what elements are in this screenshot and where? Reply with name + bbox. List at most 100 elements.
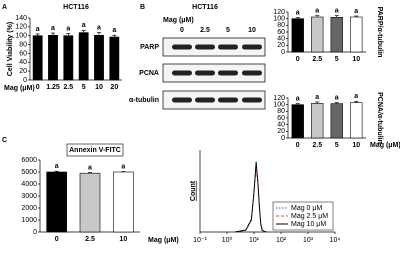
bar — [78, 32, 89, 81]
y-tick-label: 0 — [281, 49, 285, 56]
x-tick-label: 10² — [276, 237, 287, 244]
annotation: a — [55, 163, 59, 170]
histogram-line — [235, 164, 267, 233]
bar — [330, 17, 343, 53]
y-tick-label: 20 — [277, 128, 285, 135]
annotation: a — [88, 164, 92, 171]
bar — [63, 35, 74, 81]
bar — [291, 18, 304, 53]
x-tick-label: 2.5 — [312, 56, 322, 63]
bar — [311, 16, 324, 53]
y-axis-label: PARP/α-tubulin — [376, 7, 383, 58]
annotation: a — [112, 27, 116, 34]
x-tick-label: 0 — [55, 236, 59, 243]
lane-label: 2.5 — [200, 27, 210, 34]
annotation: a — [354, 8, 358, 15]
band — [242, 97, 262, 103]
y-tick-label: 120 — [273, 95, 285, 102]
bar — [350, 16, 363, 53]
y-tick-label: 120 — [15, 24, 27, 31]
y-tick-label: 0 — [281, 135, 285, 142]
title-box — [66, 143, 124, 157]
legend-label: Mag 10 μM — [291, 221, 326, 228]
y-tick-label: 80 — [19, 41, 27, 48]
x-tick-label: 1.25 — [46, 84, 60, 91]
band — [172, 97, 192, 103]
bar — [113, 171, 134, 233]
x-tick-label: 10 — [119, 236, 127, 243]
x-tick-label: 10 — [352, 56, 360, 63]
x-tick-label: 5 — [335, 56, 339, 63]
panel-letter: C — [2, 137, 7, 144]
chart-title: Annexin V-FITC — [69, 147, 121, 154]
x-tick-label: 5 — [335, 142, 339, 149]
x-axis-label: Mag (μM) — [163, 17, 194, 24]
band — [218, 97, 238, 103]
x-tick-label: 10³ — [303, 237, 314, 244]
x-tick-label: 10⁻¹ — [193, 237, 207, 244]
y-tick-label: 20 — [277, 42, 285, 49]
y-tick-label: 3000 — [21, 193, 37, 200]
y-tick-label: 60 — [19, 50, 27, 57]
band — [172, 44, 192, 50]
y-tick-label: 2000 — [21, 205, 37, 212]
y-tick-label: 40 — [277, 36, 285, 43]
x-axis-label: Mag (μM) — [370, 142, 400, 149]
annotation: a — [82, 22, 86, 29]
annotation: a — [121, 163, 125, 170]
annotation: a — [335, 95, 339, 102]
band — [242, 44, 262, 50]
band — [242, 70, 262, 76]
bar — [32, 35, 43, 81]
annotation: a — [296, 96, 300, 103]
x-tick-label: 10⁴ — [330, 237, 341, 244]
panel-letter: A — [2, 4, 7, 11]
lane-label: 5 — [226, 27, 230, 34]
band — [195, 97, 215, 103]
bar — [291, 104, 304, 139]
chart-title: HCT116 — [192, 4, 218, 11]
bar — [330, 103, 343, 139]
lane-label: 10 — [248, 27, 256, 34]
row-label: PARP — [140, 44, 159, 51]
y-tick-label: 5000 — [21, 169, 37, 176]
x-tick-label: 5 — [82, 84, 86, 91]
band — [195, 70, 215, 76]
y-tick-label: 100 — [273, 16, 285, 23]
x-axis-label: Mag (μM) — [4, 85, 35, 92]
band — [218, 44, 238, 50]
y-tick-label: 6000 — [21, 157, 37, 164]
row-label: α-tubulin — [129, 97, 159, 104]
bar — [48, 34, 58, 81]
y-axis-label: Count — [190, 180, 197, 201]
annotation: a — [315, 8, 319, 15]
y-tick-label: 40 — [277, 122, 285, 129]
y-tick-label: 80 — [277, 108, 285, 115]
y-tick-label: 20 — [19, 68, 27, 75]
x-tick-label: 20 — [110, 84, 118, 91]
y-tick-label: 100 — [15, 33, 27, 40]
annotation: a — [51, 25, 55, 32]
legend-label: Mag 0 μM — [291, 205, 322, 212]
y-tick-label: 0 — [33, 229, 37, 236]
y-tick-label: 0 — [23, 77, 27, 84]
y-tick-label: 140 — [15, 15, 27, 22]
x-axis-label: Mag (μM) — [148, 237, 179, 244]
x-tick-label: 0 — [36, 84, 40, 91]
bar — [109, 36, 120, 81]
band — [195, 44, 215, 50]
y-tick-label: 4000 — [21, 181, 37, 188]
y-tick-label: 120 — [273, 9, 285, 16]
x-tick-label: 10⁰ — [222, 236, 233, 244]
histogram-line — [235, 161, 267, 233]
y-axis-label: Cell Viability (%) — [7, 22, 14, 76]
bar — [350, 102, 363, 139]
y-tick-label: 1000 — [21, 217, 37, 224]
x-tick-label: 0 — [296, 142, 300, 149]
annotation: a — [335, 8, 339, 15]
y-tick-label: 80 — [277, 22, 285, 29]
lane-label: 0 — [180, 27, 184, 34]
row-label: PCNA — [139, 70, 159, 77]
band — [218, 70, 238, 76]
